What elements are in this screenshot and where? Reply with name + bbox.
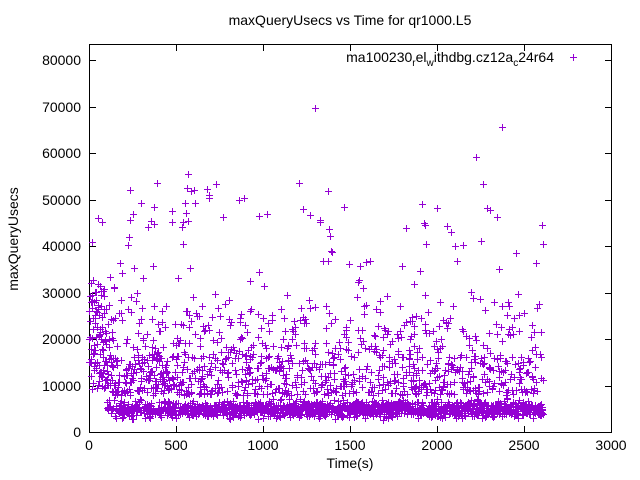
y-tick-label: 70000 bbox=[42, 98, 81, 115]
data-points bbox=[86, 105, 547, 424]
tick-marks bbox=[89, 45, 612, 433]
y-tick-label: 50000 bbox=[42, 191, 81, 208]
legend-label-subscript: c bbox=[513, 57, 519, 69]
y-tick-label: 30000 bbox=[42, 284, 81, 301]
y-tick-label: 10000 bbox=[42, 377, 81, 394]
legend-label-subscript: r bbox=[412, 57, 416, 69]
x-axis-label: Time(s) bbox=[326, 455, 374, 471]
x-tick-label: 2500 bbox=[508, 437, 540, 453]
plot-frame bbox=[89, 44, 612, 433]
x-tick-label: 1000 bbox=[247, 437, 279, 453]
y-tick-label: 20000 bbox=[42, 331, 81, 348]
x-tick-label: 1500 bbox=[334, 437, 366, 453]
chart-title: maxQueryUsecs vs Time for qr1000.L5 bbox=[228, 12, 472, 28]
x-tick-label: 0 bbox=[85, 437, 93, 453]
x-tick-label: 3000 bbox=[595, 437, 627, 453]
legend-label: ma100230relwithdbg.cz12ac24r64 bbox=[346, 49, 554, 68]
x-tick-label: 500 bbox=[164, 437, 188, 453]
y-tick-label: 40000 bbox=[42, 238, 81, 255]
y-tick-label: 60000 bbox=[42, 145, 81, 162]
y-tick-label: 80000 bbox=[42, 52, 81, 69]
legend-label-part: ithdbg.cz12a bbox=[433, 49, 514, 65]
legend-label-part: el bbox=[415, 49, 427, 65]
legend-label-part: ma100230 bbox=[346, 49, 413, 65]
legend-label-subscript: w bbox=[426, 57, 434, 69]
x-tick-label: 2000 bbox=[421, 437, 453, 453]
y-tick-label: 0 bbox=[73, 424, 81, 440]
legend-label-part: 24r64 bbox=[518, 49, 554, 65]
legend-marker-icon bbox=[570, 54, 577, 61]
legend-entry: ma100230relwithdbg.cz12ac24r64 bbox=[89, 48, 554, 68]
